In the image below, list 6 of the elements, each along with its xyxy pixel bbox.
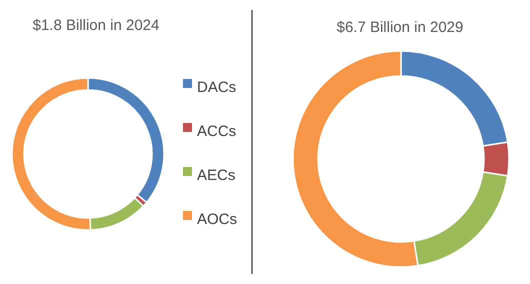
legend-label: AECs xyxy=(197,166,236,184)
chart-title: $1.8 Billion in 2024 xyxy=(32,17,160,34)
legend-label: DACs xyxy=(197,78,236,96)
legend-label: ACCs xyxy=(197,122,236,140)
legend-label: AOCs xyxy=(197,210,238,228)
chart-title: $6.7 Billion in 2029 xyxy=(336,19,464,36)
